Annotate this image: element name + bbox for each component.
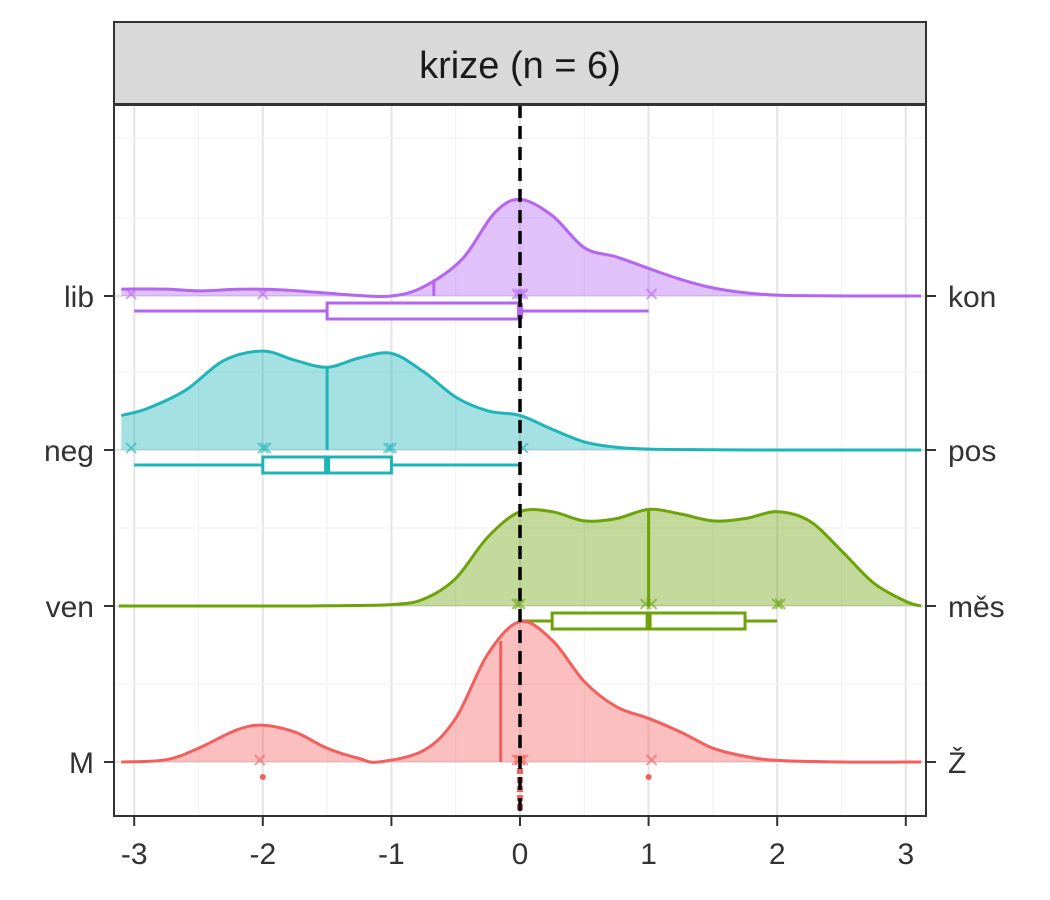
- density-line: [118, 507, 922, 608]
- data-point: [257, 442, 269, 454]
- x-axis: -3 -2 -1 0 1 2 3: [121, 816, 914, 871]
- x-tick-label: -3: [121, 838, 148, 871]
- y-label-right: měs: [948, 591, 1005, 624]
- box-outlier: [259, 774, 266, 780]
- data-point: [125, 442, 137, 454]
- ridge-row-neg: [120, 349, 922, 475]
- ridge-row-lib: [121, 197, 922, 321]
- x-tick-label: -1: [378, 838, 405, 871]
- density-area: [121, 351, 922, 450]
- density-line: [120, 349, 922, 452]
- data-point: [645, 754, 658, 766]
- x-tick-label: -2: [249, 838, 276, 871]
- box-iqr: [325, 301, 522, 321]
- x-tick-label: 1: [640, 838, 657, 871]
- y-label-left: neg: [44, 435, 94, 468]
- x-tick-label: 2: [769, 838, 786, 871]
- data-point: [125, 288, 137, 300]
- data-point: [639, 598, 652, 610]
- y-axis-right: kon pos měs Ž: [926, 281, 1005, 780]
- y-label-left: lib: [64, 281, 94, 314]
- y-label-right: kon: [948, 281, 996, 314]
- facet-strip-rect: [113, 21, 927, 105]
- y-label-right: Ž: [948, 747, 966, 780]
- data-point: [260, 442, 272, 454]
- facet-title: krize (n = 6): [419, 45, 621, 87]
- density-line: [121, 619, 922, 764]
- data-point: [771, 598, 783, 610]
- y-label-left: M: [69, 747, 94, 780]
- y-label-right: pos: [948, 435, 996, 468]
- facet-strip: krize (n = 6): [113, 21, 927, 105]
- y-axis-left: lib neg ven M: [44, 281, 114, 780]
- x-tick-label: 0: [512, 838, 529, 871]
- data-point: [254, 754, 266, 766]
- data-point: [257, 288, 269, 300]
- density-area: [121, 199, 922, 297]
- data-point: [385, 442, 398, 454]
- data-point: [382, 442, 395, 454]
- data-point: [514, 598, 526, 610]
- box-outlier: [645, 774, 652, 780]
- data-point: [645, 288, 658, 300]
- data-point: [774, 598, 786, 610]
- x-tick-label: 3: [897, 838, 914, 871]
- density-area: [121, 621, 922, 763]
- y-label-left: ven: [46, 591, 94, 624]
